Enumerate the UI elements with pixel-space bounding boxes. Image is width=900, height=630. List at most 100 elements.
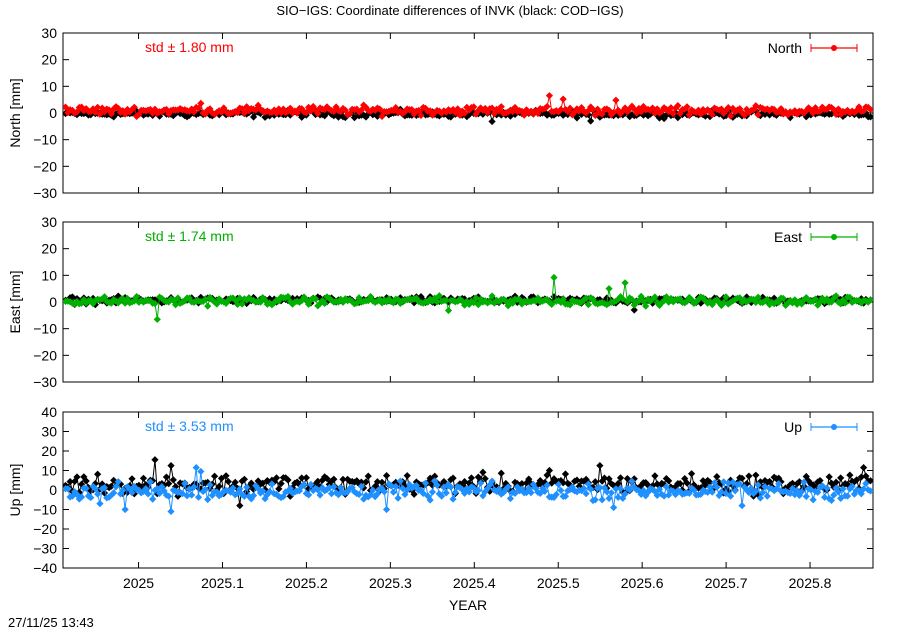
north-sio-igs-series-point: [591, 111, 599, 119]
up-cod-igs-series-point: [548, 479, 556, 487]
up-sio-igs-series-point: [158, 483, 166, 491]
x-tick-label: 2025.8: [789, 575, 832, 591]
north-sio-igs-series-point: [818, 103, 826, 111]
up-cod-igs-series-point: [91, 479, 99, 488]
east-sio-igs-series-point: [765, 301, 774, 309]
up-sio-igs-series-point: [412, 481, 420, 490]
up-sio-igs-series-point: [743, 486, 751, 494]
north-sio-igs-series-point: [720, 109, 728, 117]
up-sio-igs-series-point: [460, 489, 469, 497]
up-cod-igs-series-point: [318, 476, 326, 484]
up-cod-igs-series-point: [382, 471, 391, 480]
east-sio-igs-series-point: [454, 297, 462, 305]
up-sio-igs-series-point: [639, 486, 648, 495]
up-sio-igs-series-point: [206, 481, 214, 489]
up-sio-igs-series-point: [236, 485, 244, 493]
north-sio-igs-series-point: [593, 105, 602, 113]
up-sio-igs-series-point: [144, 490, 152, 498]
north-sio-igs-series-point: [378, 112, 386, 121]
north-sio-igs-series-point: [504, 108, 512, 116]
north-cod-igs-series-point: [827, 110, 836, 118]
north-sio-igs-series-point: [63, 103, 70, 111]
up-cod-igs-series-point: [793, 480, 801, 488]
north-sio-igs-series-point: [843, 106, 852, 115]
north-cod-igs-series-point: [327, 110, 336, 118]
east-sio-igs-series-point: [254, 297, 262, 305]
up-cod-igs-series-point: [467, 474, 476, 482]
east-sio-igs-series-point: [665, 298, 673, 306]
north-ytick-label: 10: [41, 78, 57, 94]
up-sio-igs-series-point: [552, 490, 560, 499]
up-sio-igs-series-point: [64, 485, 72, 493]
up-sio-igs-series-point: [557, 486, 565, 495]
east-sio-igs-series-point: [667, 294, 675, 303]
up-sio-igs-series-point: [194, 493, 203, 501]
east-sio-igs-series-point: [474, 301, 482, 309]
up-sio-igs-series-point: [472, 488, 480, 496]
north-std-label: std ± 1.80 mm: [145, 39, 234, 55]
north-sio-igs-series-point: [580, 107, 588, 115]
east-sio-igs-series-point: [286, 297, 294, 306]
north-sio-igs-series-point: [704, 106, 712, 114]
north-sio-igs-series-point: [270, 106, 278, 114]
up-ytick-label: 40: [41, 404, 57, 420]
up-cod-igs-series-point: [623, 475, 631, 483]
up-sio-igs-series-point: [600, 484, 609, 492]
up-sio-igs-series-point: [775, 480, 783, 488]
north-sio-igs-series-point: [653, 105, 661, 113]
north-sio-igs-series-point: [543, 102, 551, 111]
north-sio-igs-series-point: [410, 110, 418, 118]
north-sio-igs-series-point: [532, 107, 540, 115]
north-cod-igs-series-point: [765, 111, 774, 119]
north-sio-igs-series-point: [699, 105, 707, 114]
east-sio-igs-series-point: [165, 298, 173, 306]
north-sio-igs-series-point: [683, 103, 691, 111]
up-sio-igs-series: [63, 463, 873, 516]
north-y-axis-label: North [mm]: [7, 78, 23, 147]
up-sio-igs-series-point: [357, 482, 365, 490]
east-sio-igs-series-point: [658, 298, 666, 307]
north-cod-igs-series-point: [334, 113, 343, 121]
up-sio-igs-series-point: [272, 490, 281, 499]
up-sio-igs-series-point: [327, 490, 336, 498]
up-cod-igs-series-point: [811, 483, 820, 491]
east-sio-igs-series-point: [71, 300, 79, 308]
east-sio-igs-series-point: [499, 295, 508, 303]
east-sio-igs-series-point: [433, 298, 441, 306]
east-sio-igs-series-point: [802, 294, 810, 302]
east-sio-igs-series-point: [623, 298, 631, 306]
east-sio-igs-series-point: [699, 294, 707, 302]
east-sio-igs-series-point: [238, 300, 246, 308]
east-sio-igs-series-point: [321, 299, 329, 308]
east-sio-igs-series-point: [229, 294, 237, 302]
east-cod-igs-series-point: [770, 294, 778, 302]
up-sio-igs-series-point: [238, 491, 246, 499]
east-sio-igs-series-point: [660, 297, 668, 305]
up-sio-igs-series-point: [307, 480, 315, 489]
up-sio-igs-series-point: [348, 484, 356, 492]
up-cod-igs-series-point: [410, 490, 418, 498]
east-sio-igs-series-point: [795, 297, 803, 306]
east-sio-igs-series-point: [442, 296, 450, 304]
east-sio-igs-series-point: [587, 294, 595, 302]
up-cod-igs-series-point: [853, 476, 861, 484]
north-sio-igs-series-point: [243, 103, 251, 111]
north-cod-igs-series-point: [256, 109, 265, 118]
north-cod-igs-series-point: [786, 114, 794, 122]
east-sio-igs-series-point: [185, 294, 193, 302]
up-cod-igs-series-point: [681, 475, 689, 483]
north-sio-igs-series-point: [596, 109, 604, 117]
up-cod-igs-series-point: [82, 477, 90, 485]
north-cod-igs-series-point: [373, 112, 382, 120]
up-sio-igs-series-point: [736, 480, 744, 488]
up-sio-igs-series-point: [438, 492, 446, 500]
up-sio-igs-series-point: [527, 489, 535, 497]
up-sio-igs-series-point: [183, 492, 191, 500]
up-cod-igs-series-point: [518, 480, 526, 488]
east-sio-igs-series-point: [754, 293, 762, 301]
up-cod-igs-series-point: [277, 479, 285, 488]
up-cod-igs-series-point: [866, 477, 873, 485]
up-sio-igs-series-point: [802, 492, 810, 501]
east-sio-igs-series-point: [688, 296, 696, 304]
up-cod-igs-series-point: [814, 478, 822, 486]
